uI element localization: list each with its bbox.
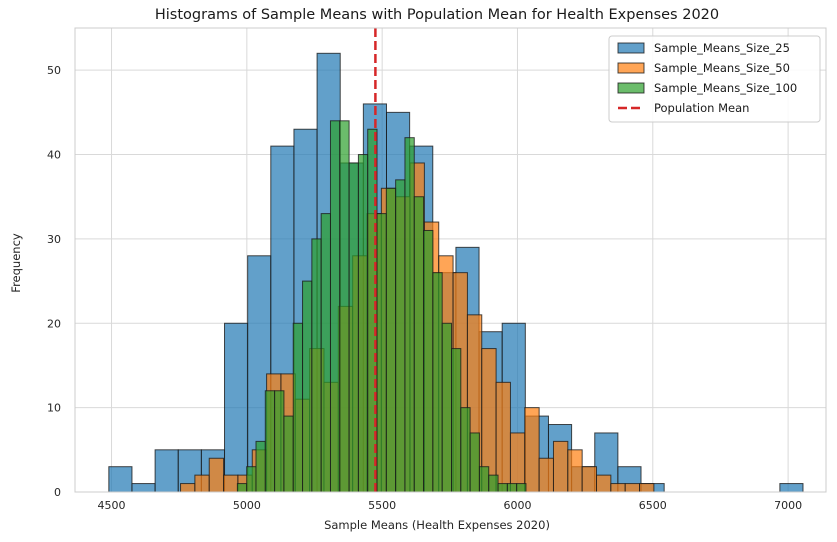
legend-label: Population Mean [654,101,749,115]
histogram-bar [538,457,554,493]
histogram-bar [441,322,453,493]
x-tick-label: 6500 [639,499,667,512]
histogram-bar [329,120,341,493]
histogram-bar [395,179,406,493]
series-3-bars [236,120,527,493]
histogram-bar [194,474,210,493]
histogram-bar [292,322,304,493]
histogram-bar [348,162,359,493]
x-tick-label: 7000 [774,499,802,512]
histogram-bar [524,407,540,493]
histogram-bar [376,213,387,493]
legend: Sample_Means_Size_25 Sample_Means_Size_50… [608,35,821,123]
histogram-bar [552,440,569,493]
histogram-bar [208,457,225,493]
y-tick-label: 0 [54,486,61,499]
histogram-bar [274,390,285,493]
histogram-bar [478,466,490,493]
chart-title: Histograms of Sample Means with Populati… [155,7,719,23]
y-tick-label: 10 [47,402,61,415]
legend-swatch [617,82,645,94]
histogram-bar [339,120,350,493]
histogram-bar [488,474,499,493]
histogram-bar [224,322,249,493]
x-tick-label: 5000 [233,499,261,512]
histogram-bar [154,449,179,493]
histogram-bar [311,238,322,493]
histogram-bar [108,466,133,493]
x-tick-label: 5500 [368,499,396,512]
y-axis-label: Frequency [9,233,23,293]
histogram-bar [131,483,156,493]
plot-frame [74,27,827,493]
histogram-bar [385,187,397,493]
legend-label: Sample_Means_Size_50 [654,61,790,75]
x-tick-label: 4500 [98,499,126,512]
histogram-bar [451,348,462,493]
x-axis-ticks: 4500 5000 5500 6000 6500 7000 [98,499,803,512]
y-tick-label: 30 [47,233,61,246]
legend-swatch [617,62,645,74]
histogram-bar [255,440,266,493]
histogram-bar [639,483,655,493]
histogram-bar [404,137,415,493]
legend-label: Sample_Means_Size_25 [654,41,790,55]
histogram-bar [264,390,276,493]
histogram-bar [223,474,239,493]
legend-label: Sample_Means_Size_100 [654,81,797,95]
histogram-bar [497,483,508,493]
histogram-bar [460,407,471,493]
legend-box [608,35,821,123]
histogram-bar [180,483,196,493]
histogram-bar [779,483,804,493]
histogram-bar [567,449,583,493]
histogram-bar [581,466,598,493]
histogram-bar [320,213,331,493]
histogram-bar [283,415,294,493]
histogram-bar [302,280,313,493]
histogram-bar [506,483,518,493]
histogram-bar [469,432,480,493]
y-axis-ticks: 0 10 20 30 40 50 [47,64,61,499]
histogram-bar [413,196,425,493]
histogram-bar [610,483,626,493]
histogram-bar [516,483,527,493]
histogram-bar [624,483,641,493]
y-tick-label: 40 [47,149,61,162]
histogram-bars [108,52,804,493]
histogram-bar [423,229,434,493]
x-axis-label: Sample Means (Health Expenses 2020) [324,518,550,532]
histogram-bar [432,272,443,493]
histogram-bar [246,466,257,493]
histogram-bar [596,474,612,493]
y-tick-label: 50 [47,64,61,77]
histogram-bar [236,483,248,493]
x-tick-label: 6000 [503,499,531,512]
histogram-bar [357,154,369,493]
y-tick-label: 20 [47,317,61,330]
legend-swatch [617,42,645,54]
